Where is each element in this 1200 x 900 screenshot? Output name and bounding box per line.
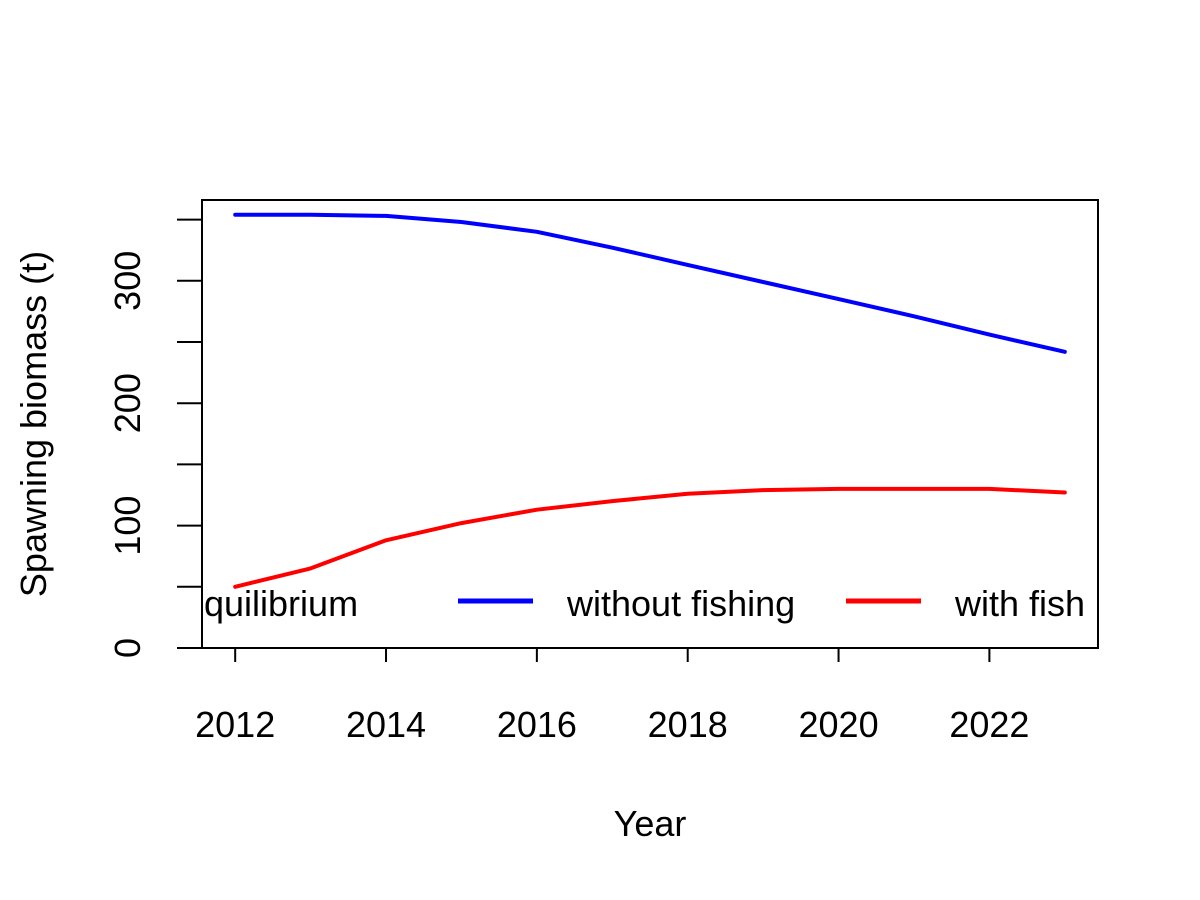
y-tick-label: 200 bbox=[107, 373, 148, 433]
legend-label-1: without fishing bbox=[566, 583, 795, 624]
x-tick-label: 2016 bbox=[497, 704, 577, 745]
x-axis: 2012 2014 2016 2018 2020 2022 bbox=[195, 648, 1029, 745]
x-tick-label: 2014 bbox=[346, 704, 426, 745]
series-line-0 bbox=[235, 215, 1065, 352]
y-axis-title: Spawning biomass (t) bbox=[13, 251, 54, 597]
series-layer bbox=[235, 215, 1065, 587]
x-tick-label: 2012 bbox=[195, 704, 275, 745]
x-axis-title: Year bbox=[614, 803, 687, 844]
x-tick-label: 2020 bbox=[799, 704, 879, 745]
y-tick-label: 300 bbox=[107, 251, 148, 311]
plot-frame bbox=[202, 200, 1098, 648]
legend-label-2: with fish bbox=[954, 583, 1085, 624]
y-axis: 0 100 200 300 bbox=[107, 220, 202, 658]
x-tick-label: 2022 bbox=[949, 704, 1029, 745]
y-tick-label: 100 bbox=[107, 496, 148, 556]
series-line-1 bbox=[235, 489, 1065, 587]
x-tick-label: 2018 bbox=[648, 704, 728, 745]
y-tick-label: 0 bbox=[107, 638, 148, 658]
legend-label-0: quilibrium bbox=[204, 583, 358, 624]
legend: quilibrium without fishing with fish bbox=[204, 583, 1085, 624]
